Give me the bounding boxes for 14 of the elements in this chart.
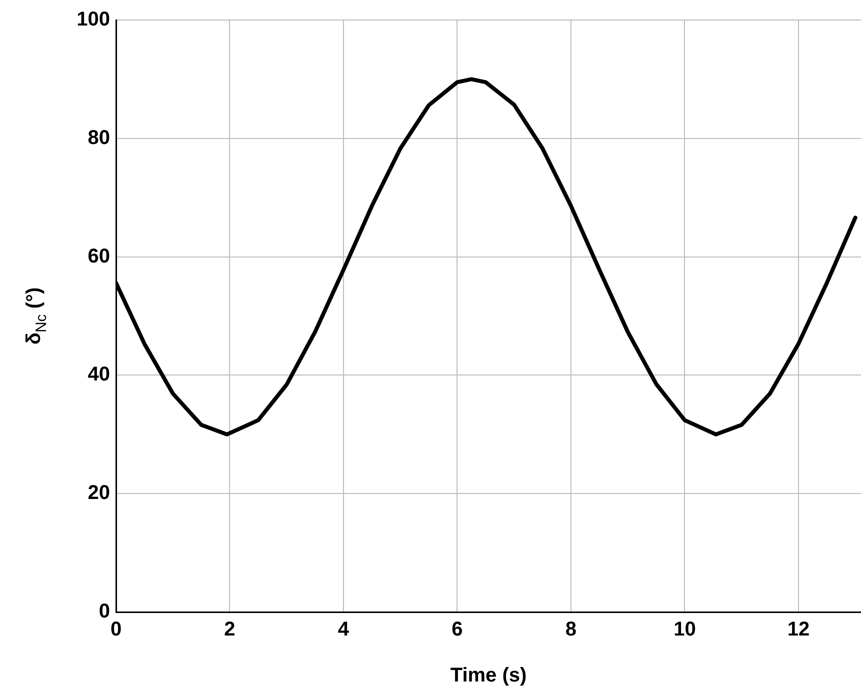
x-tick-label: 2	[224, 618, 236, 641]
x-axis-title: Time (s)	[450, 664, 527, 687]
x-tick-label: 6	[452, 618, 463, 641]
y-tick-label: 20	[88, 482, 110, 504]
x-tick-label: 10	[674, 618, 696, 641]
x-tick-label: 12	[787, 618, 810, 641]
y-tick-label: 40	[88, 364, 110, 386]
x-tick-label: 8	[565, 618, 577, 641]
y-tick-label: 80	[88, 126, 110, 149]
y-tick-label: 60	[88, 245, 110, 268]
x-tick-label: 4	[338, 618, 350, 641]
y-tick-label: 0	[98, 600, 110, 623]
y-axis-title: δNc (°)	[23, 287, 50, 345]
y-tick-label: 100	[76, 8, 110, 31]
